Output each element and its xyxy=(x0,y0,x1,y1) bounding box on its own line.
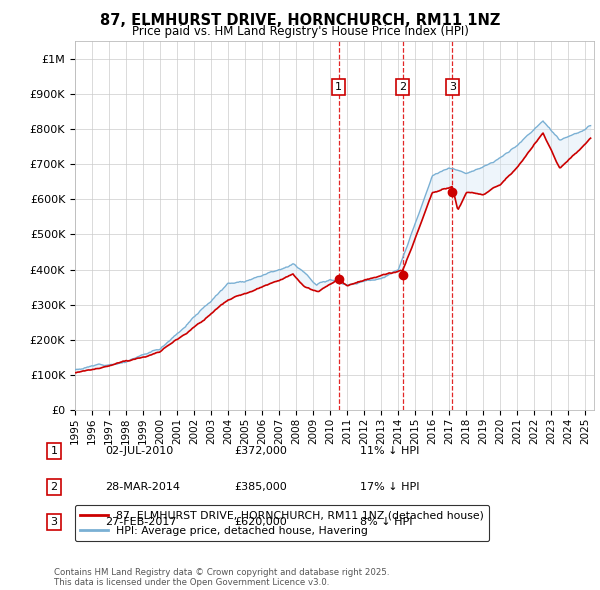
Text: 11% ↓ HPI: 11% ↓ HPI xyxy=(360,447,419,456)
Text: 87, ELMHURST DRIVE, HORNCHURCH, RM11 1NZ: 87, ELMHURST DRIVE, HORNCHURCH, RM11 1NZ xyxy=(100,13,500,28)
Text: £385,000: £385,000 xyxy=(234,482,287,491)
Text: £620,000: £620,000 xyxy=(234,517,287,527)
Text: 3: 3 xyxy=(50,517,58,527)
Text: 8% ↓ HPI: 8% ↓ HPI xyxy=(360,517,413,527)
Legend: 87, ELMHURST DRIVE, HORNCHURCH, RM11 1NZ (detached house), HPI: Average price, d: 87, ELMHURST DRIVE, HORNCHURCH, RM11 1NZ… xyxy=(75,505,490,541)
Text: 1: 1 xyxy=(50,447,58,456)
Text: Contains HM Land Registry data © Crown copyright and database right 2025.
This d: Contains HM Land Registry data © Crown c… xyxy=(54,568,389,587)
Text: 02-JUL-2010: 02-JUL-2010 xyxy=(105,447,173,456)
Text: Price paid vs. HM Land Registry's House Price Index (HPI): Price paid vs. HM Land Registry's House … xyxy=(131,25,469,38)
Text: 2: 2 xyxy=(399,82,406,92)
Text: 2: 2 xyxy=(50,482,58,491)
Text: 17% ↓ HPI: 17% ↓ HPI xyxy=(360,482,419,491)
Text: 1: 1 xyxy=(335,82,342,92)
Text: 28-MAR-2014: 28-MAR-2014 xyxy=(105,482,180,491)
Text: 3: 3 xyxy=(449,82,456,92)
Text: 27-FEB-2017: 27-FEB-2017 xyxy=(105,517,176,527)
Text: £372,000: £372,000 xyxy=(234,447,287,456)
